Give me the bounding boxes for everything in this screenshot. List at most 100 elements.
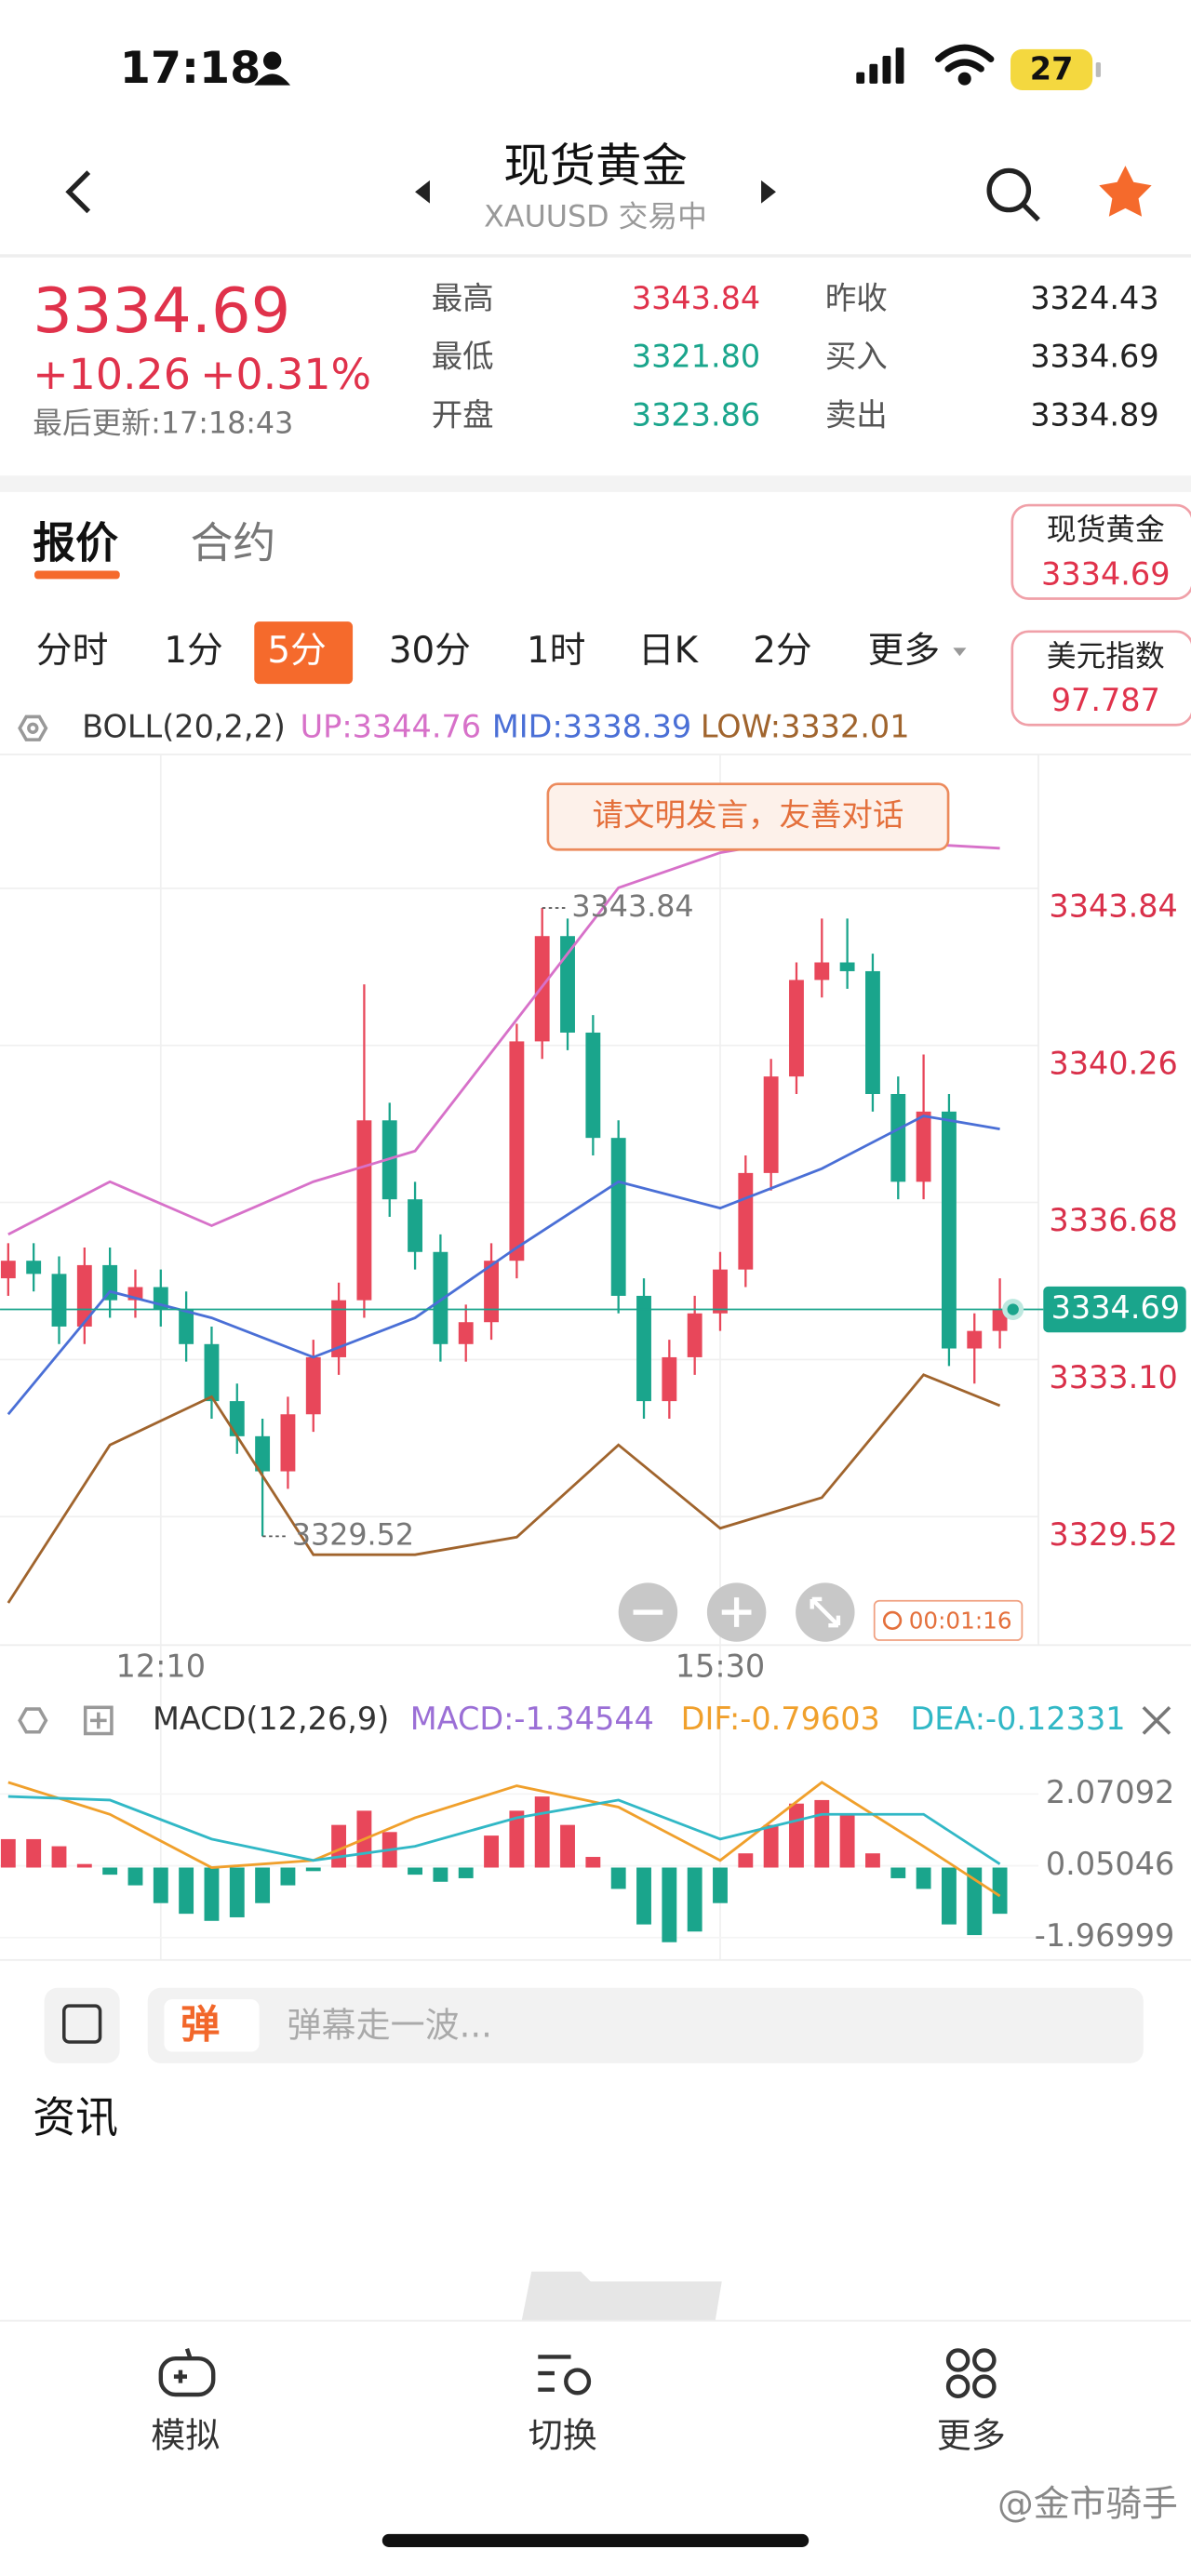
last-price-tag [1043,1286,1186,1333]
candle-body [204,1343,220,1402]
macd-bar [560,1824,575,1868]
macd-bar [814,1799,830,1868]
candle-body [560,936,575,1033]
period[interactable]: 分时 [36,630,109,672]
settings-icon[interactable] [18,714,48,741]
high-label: 3343.84 [571,890,693,924]
update-time: 最后更新:17:18:43 [33,407,293,441]
last-price: 3334.69 [33,274,290,347]
period[interactable]: 1时 [527,630,585,672]
legend-entry: DIF:-0.79603 [681,1701,880,1737]
price-change-pct: +0.31% [200,349,371,399]
side-quote[interactable] [1010,503,1191,600]
legend-entry: DEA:-0.12331 [910,1701,1125,1737]
nav-item[interactable]: 切换 [529,2415,597,2455]
macd-bar [662,1867,677,1942]
candle-body [408,1199,423,1252]
candle-body [26,1261,42,1275]
nav-item[interactable]: 更多 [937,2415,1006,2455]
period[interactable]: 1分 [164,630,222,672]
price-change: +10.26 [33,349,191,399]
comment-toggle[interactable] [44,1987,120,2063]
candle-body [967,1330,983,1349]
legend-entry: MID:3338.39 [492,708,691,744]
candle-body [941,1111,957,1349]
close-indicator[interactable] [1142,1706,1171,1735]
indicator-line [7,1373,1001,1604]
nav-icon [945,2348,997,2398]
candle-body [662,1356,677,1402]
macd-bar [839,1814,855,1868]
candle-body [916,1111,931,1182]
zoom-in[interactable] [706,1582,767,1642]
macd-bar [179,1867,194,1915]
macd-bar [534,1796,550,1868]
indicator-line [7,834,1000,1236]
side-quote-price: 3334.69 [1041,555,1170,592]
candle-body [76,1264,92,1327]
candle-body [789,980,804,1077]
candle-body [865,970,880,1094]
tab-underline [34,570,120,580]
y-tick-label: -1.96999 [1035,1917,1175,1954]
period[interactable]: 5分 [267,630,326,672]
period[interactable]: 日K [638,630,700,672]
side-quote[interactable] [1010,630,1191,727]
candle-body [763,1076,779,1173]
back-button[interactable] [65,170,91,214]
macd-bar [992,1867,1008,1915]
candle-body [51,1274,67,1327]
legend-entry: MACD:-1.34544 [410,1701,654,1737]
candle-body [0,1261,16,1279]
macd-bar [0,1838,16,1868]
candle-body [738,1172,754,1270]
period[interactable]: 30分 [389,630,471,672]
period[interactable]: 更多 [868,630,941,672]
macd-bar [610,1867,626,1889]
candle-body [484,1261,499,1323]
candle-body [433,1251,448,1344]
comment-input[interactable] [147,1987,1144,2063]
tab[interactable]: 合约 [191,518,276,568]
search-button[interactable] [986,167,1040,222]
badge-box [164,1999,260,2052]
fullscreen[interactable] [796,1582,855,1642]
battery-tip [1095,61,1102,77]
stat-label: 开盘 [432,396,494,433]
macd-bar [229,1867,245,1917]
indicator-name: BOLL(20,2,2) [82,708,286,744]
prev-symbol[interactable] [415,180,430,204]
candle-body [713,1269,728,1314]
favorite-button[interactable] [1099,166,1152,217]
stat-label: 最低 [432,339,494,375]
title: 现货黄金 [503,139,687,193]
candle-body [585,1032,601,1139]
candle-body [102,1264,118,1301]
candle-body [992,1309,1008,1331]
candle-body [458,1322,474,1344]
add-indicator[interactable] [83,1705,114,1736]
period[interactable]: 2分 [753,630,811,672]
zoom-out[interactable] [618,1582,678,1642]
macd-bar [916,1867,931,1889]
nav-item[interactable]: 模拟 [151,2415,220,2455]
settings-icon-dot [27,722,39,734]
signal-icon [856,47,904,84]
macd-bar [738,1853,754,1868]
candle-body [229,1401,245,1436]
period-active [254,621,354,685]
tab-active[interactable]: 报价 [33,518,118,568]
candle-body [534,936,550,1042]
person-icon [254,51,291,86]
next-symbol[interactable] [761,180,776,204]
badge: 弹 [181,2002,220,2048]
side-quote-price: 97.787 [1051,682,1160,718]
candle-body [839,962,855,971]
settings-icon[interactable] [18,1707,48,1734]
legend-entry: LOW:3332.01 [701,708,910,744]
timer-icon [882,1610,903,1631]
macd-bar [76,1863,92,1868]
clock: 17:18 [120,43,261,94]
stat-label: 买入 [825,339,888,375]
macd-bar [713,1867,728,1903]
